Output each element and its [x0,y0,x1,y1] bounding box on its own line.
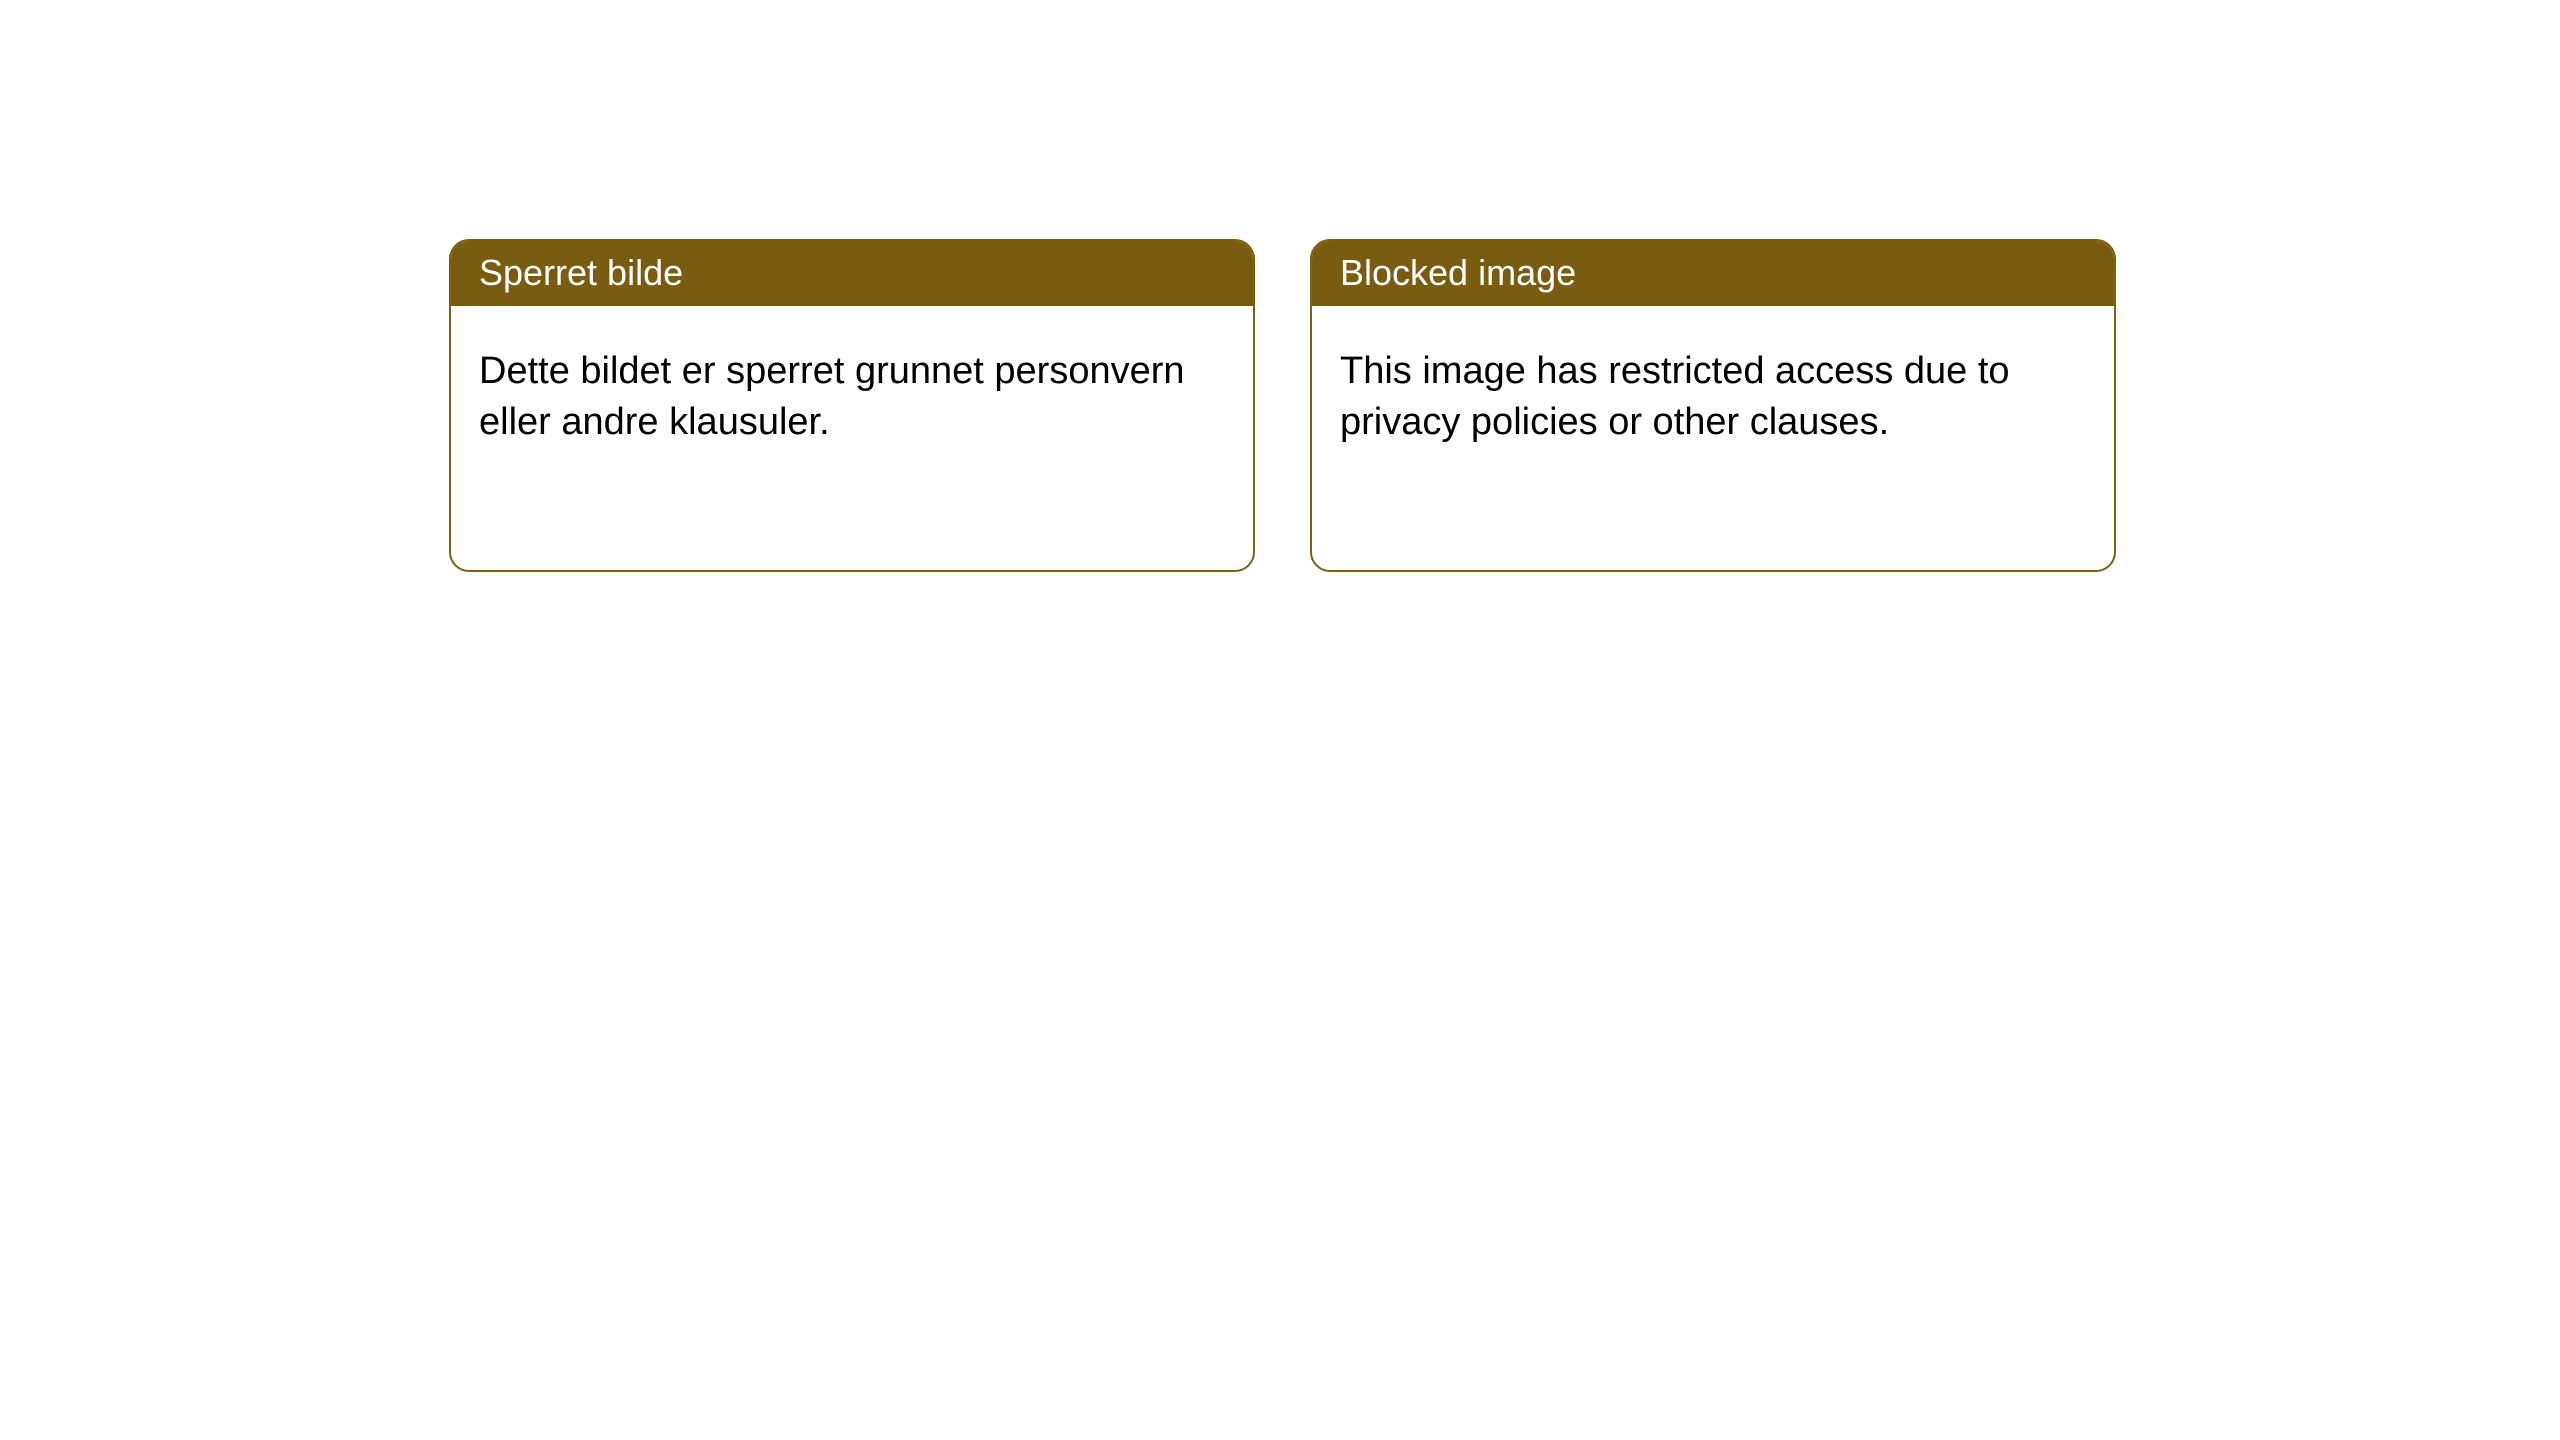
notice-container: Sperret bilde Dette bildet er sperret gr… [0,0,2560,572]
card-message: Dette bildet er sperret grunnet personve… [479,350,1185,443]
card-title: Blocked image [1340,252,1576,293]
card-body: This image has restricted access due to … [1312,306,2114,477]
card-body: Dette bildet er sperret grunnet personve… [451,306,1253,477]
notice-card-english: Blocked image This image has restricted … [1310,239,2116,572]
notice-card-norwegian: Sperret bilde Dette bildet er sperret gr… [449,239,1255,572]
card-header: Blocked image [1312,241,2114,306]
card-title: Sperret bilde [479,252,683,293]
card-header: Sperret bilde [451,241,1253,306]
card-message: This image has restricted access due to … [1340,350,2010,443]
